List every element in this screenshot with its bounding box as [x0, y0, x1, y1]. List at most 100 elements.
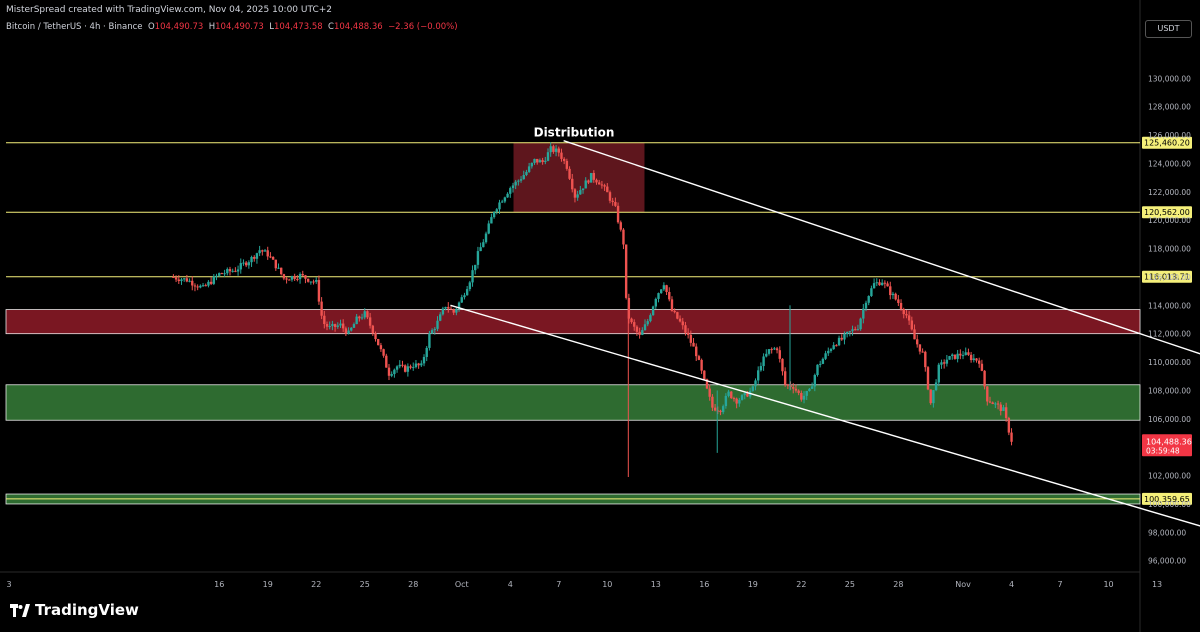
candle-body [937, 364, 940, 383]
candle-body [600, 184, 604, 186]
candle-body [956, 353, 959, 359]
candle-body [719, 410, 722, 413]
currency-button[interactable]: USDT [1145, 20, 1192, 38]
candle-body [387, 367, 391, 376]
candle-body [344, 328, 348, 334]
y-tick-label: 100,000.00 [1148, 500, 1191, 509]
candle-body [255, 253, 259, 259]
candle-body [377, 339, 380, 346]
candle-body [598, 182, 601, 185]
candle-body [172, 276, 175, 278]
candle-body [239, 263, 242, 270]
candle-body [891, 293, 895, 296]
x-tick-label: 7 [1058, 580, 1063, 589]
candle-body [433, 328, 437, 331]
candle-body [371, 325, 375, 334]
candle-body [395, 366, 399, 370]
candle-body [331, 324, 334, 327]
candle-body [325, 324, 329, 327]
candle-body [872, 283, 876, 289]
candle-body [382, 349, 385, 356]
x-tick-label: 16 [214, 580, 224, 589]
x-tick-label: 4 [1009, 580, 1014, 589]
candle-body [778, 350, 781, 359]
tradingview-logo[interactable]: TradingView [10, 601, 139, 619]
symbol-info-bar[interactable]: Bitcoin / TetherUS · 4h · Binance O104,4… [6, 22, 458, 32]
candle-body [786, 384, 790, 386]
candle-body [298, 273, 302, 280]
candle-body [924, 351, 927, 368]
candle-body [180, 279, 183, 282]
candle-body [390, 374, 393, 376]
candle-body [689, 334, 693, 343]
candle-body [964, 352, 967, 356]
candle-body [479, 247, 482, 252]
candle-body [271, 256, 275, 260]
candle-body [336, 325, 339, 327]
candle-body [258, 250, 261, 254]
candle-body [350, 327, 353, 331]
candle-body [441, 308, 445, 315]
candle-body [889, 286, 892, 296]
zone-support-1 [5, 384, 1141, 421]
candle-body [352, 324, 356, 328]
candle-body [721, 406, 725, 413]
candle-body [196, 286, 199, 288]
candle-body [549, 146, 552, 153]
candle-body [476, 251, 480, 265]
candle-body [568, 168, 571, 179]
candle-body [897, 299, 900, 303]
low-label: L [269, 22, 274, 32]
candle-body [967, 352, 970, 355]
candle-body [363, 311, 366, 318]
candle-body [695, 346, 698, 357]
candle-body [864, 302, 868, 309]
candle-body [703, 370, 706, 380]
candle-body [455, 308, 458, 313]
candle-body [323, 315, 326, 325]
symbol-name[interactable]: Bitcoin / TetherUS · 4h · Binance [6, 22, 143, 32]
candle-body [309, 281, 313, 283]
candle-body [430, 330, 434, 334]
candle-body [980, 363, 984, 371]
candle-body [972, 358, 976, 361]
candle-body [961, 355, 965, 357]
candle-body [188, 280, 191, 282]
x-tick-label: 28 [408, 580, 418, 589]
candle-body [522, 175, 525, 180]
candle-body [781, 358, 784, 372]
candle-body [765, 353, 768, 357]
candle-body [627, 297, 631, 319]
open-value: 104,490.73 [154, 22, 204, 32]
candle-body [948, 356, 951, 360]
candle-body [312, 281, 315, 283]
candle-body [794, 388, 798, 391]
candle-body [250, 256, 253, 263]
candle-body [253, 256, 256, 259]
y-tick-label: 114,000.00 [1148, 301, 1191, 310]
candle-body [800, 392, 803, 400]
candle-body [495, 209, 498, 212]
candle-body [848, 331, 852, 333]
candle-body [910, 320, 914, 330]
candle-body [595, 179, 598, 183]
tradingview-icon [10, 603, 30, 617]
candle-body [174, 277, 178, 280]
candle-body [802, 395, 806, 400]
candle-body [959, 353, 962, 356]
candle-body [824, 353, 827, 359]
candle-body [506, 193, 509, 198]
candle-body [193, 285, 197, 287]
candle-body [608, 192, 612, 201]
candle-body [412, 367, 415, 369]
candle-body [1004, 407, 1008, 419]
candle-body [447, 306, 450, 309]
y-tick-label: 106,000.00 [1148, 415, 1191, 424]
candle-body [379, 345, 383, 350]
candle-body [576, 194, 579, 198]
close-label: C [328, 22, 334, 32]
candle-body [519, 179, 523, 181]
y-tick-label: 102,000.00 [1148, 472, 1191, 481]
candle-body [422, 356, 426, 364]
